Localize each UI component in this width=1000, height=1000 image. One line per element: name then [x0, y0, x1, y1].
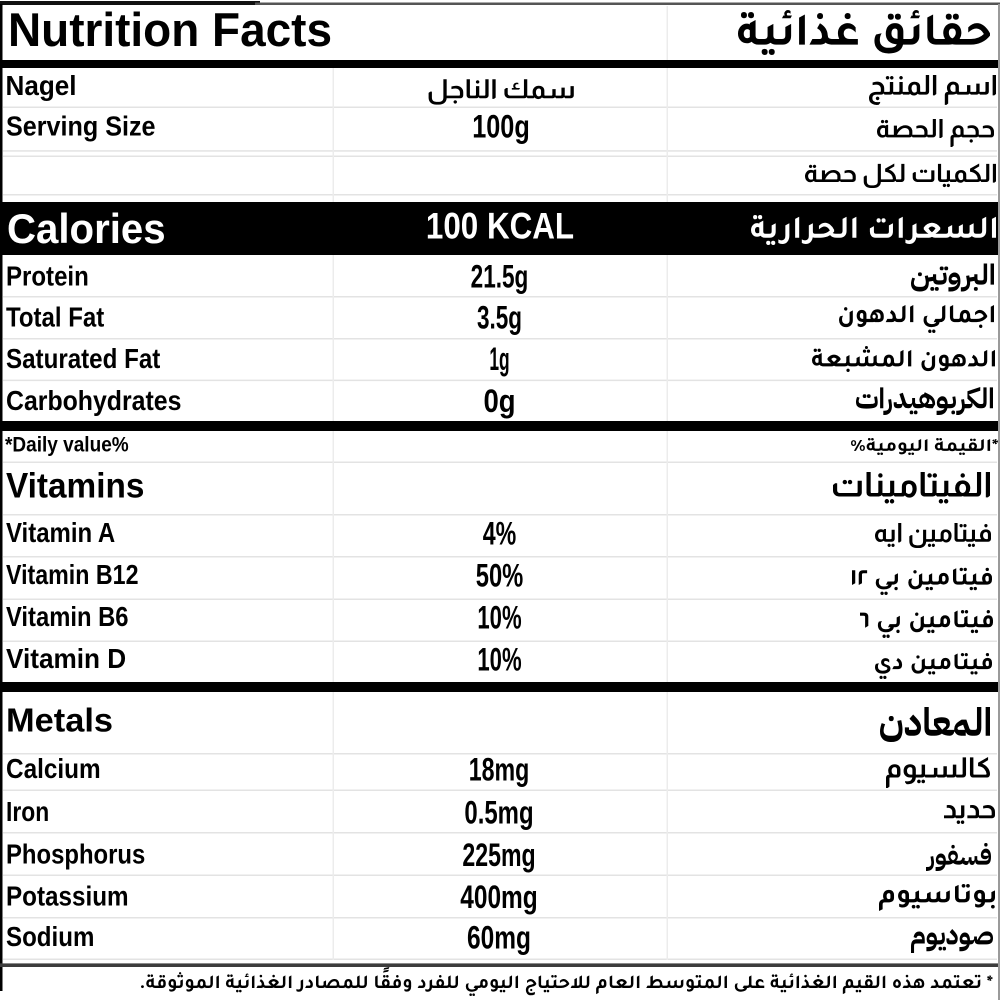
svg-text:Vitamin B6: Vitamin B6 [6, 601, 129, 632]
svg-text:Vitamins: Vitamins [6, 467, 144, 506]
svg-text:Vitamin A: Vitamin A [6, 517, 115, 548]
svg-text:Iron: Iron [6, 796, 49, 827]
svg-text:60mg: 60mg [467, 920, 531, 956]
svg-text:10%: 10% [477, 642, 521, 678]
svg-text:Nagel: Nagel [6, 70, 77, 101]
svg-text:225mg: 225mg [462, 837, 535, 873]
svg-text:100 KCAL: 100 KCAL [426, 206, 574, 247]
svg-text:10%: 10% [477, 600, 521, 636]
svg-text:Protein: Protein [6, 261, 89, 292]
svg-text:100g: 100g [472, 109, 530, 145]
svg-text:0.5mg: 0.5mg [464, 795, 533, 831]
svg-text:21.5g: 21.5g [471, 259, 529, 295]
svg-text:Phosphorus: Phosphorus [6, 839, 145, 870]
svg-text:Potassium: Potassium [6, 881, 129, 912]
svg-text:Saturated Fat: Saturated Fat [6, 343, 160, 374]
svg-text:1g: 1g [489, 341, 509, 377]
svg-text:3.5g: 3.5g [477, 300, 522, 336]
svg-text:Metals: Metals [6, 703, 113, 740]
svg-text:Serving Size: Serving Size [6, 111, 156, 142]
svg-text:Nutrition Facts: Nutrition Facts [8, 3, 332, 56]
svg-text:4%: 4% [483, 516, 517, 552]
svg-text:Vitamin B12: Vitamin B12 [6, 559, 139, 590]
svg-text:Calcium: Calcium [6, 753, 101, 784]
svg-text:Carbohydrates: Carbohydrates [6, 385, 181, 416]
svg-text:50%: 50% [476, 558, 524, 594]
svg-text:400mg: 400mg [460, 879, 538, 915]
svg-text:18mg: 18mg [469, 752, 530, 788]
svg-text:Calories: Calories [7, 205, 166, 252]
svg-text:0g: 0g [483, 383, 515, 419]
svg-text:Total Fat: Total Fat [6, 302, 104, 333]
svg-text:*Daily value%: *Daily value% [5, 434, 129, 457]
svg-text:Vitamin D: Vitamin D [6, 643, 126, 674]
svg-text:Sodium: Sodium [6, 921, 94, 952]
